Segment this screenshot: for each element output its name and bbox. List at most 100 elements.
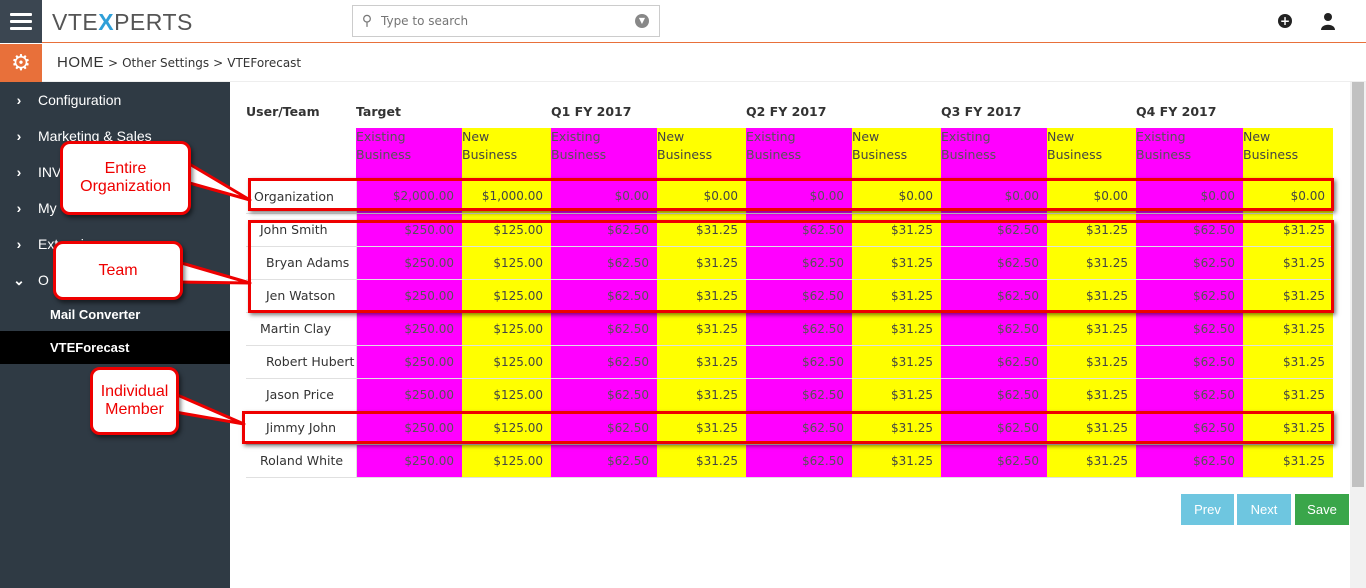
cell-new-business[interactable]: $31.25 [1243,444,1333,478]
cell-new-business[interactable]: $31.25 [1047,444,1136,478]
sidebar-subitem-vteforecast[interactable]: VTEForecast [0,331,230,364]
sidebar-item-marketing-sales[interactable]: › Marketing & Sales [0,118,230,154]
cell-existing-business[interactable]: $250.00 [356,345,462,379]
cell-existing-business[interactable]: $62.50 [941,411,1047,445]
cell-existing-business[interactable]: $0.00 [941,180,1047,214]
cell-new-business[interactable]: $0.00 [657,180,746,214]
cell-new-business[interactable]: $31.25 [852,213,941,247]
cell-existing-business[interactable]: $62.50 [746,444,852,478]
cell-new-business[interactable]: $0.00 [1047,180,1136,214]
cell-existing-business[interactable]: $0.00 [1136,180,1243,214]
cell-new-business[interactable]: $31.25 [657,213,746,247]
cell-existing-business[interactable]: $62.50 [551,345,657,379]
cell-new-business[interactable]: $31.25 [852,411,941,445]
plus-icon[interactable]: + [1278,14,1292,28]
cell-new-business[interactable]: $1,000.00 [462,180,551,214]
cell-existing-business[interactable]: $62.50 [746,279,852,313]
cell-existing-business[interactable]: $62.50 [746,378,852,412]
cell-new-business[interactable]: $31.25 [1243,312,1333,346]
cell-existing-business[interactable]: $62.50 [1136,213,1243,247]
cell-existing-business[interactable]: $250.00 [356,312,462,346]
cell-new-business[interactable]: $31.25 [1243,345,1333,379]
cell-new-business[interactable]: $31.25 [852,378,941,412]
cell-new-business[interactable]: $31.25 [1047,279,1136,313]
cell-existing-business[interactable]: $62.50 [941,246,1047,280]
cell-existing-business[interactable]: $62.50 [1136,312,1243,346]
cell-existing-business[interactable]: $62.50 [746,345,852,379]
cell-new-business[interactable]: $31.25 [1047,213,1136,247]
cell-new-business[interactable]: $31.25 [657,444,746,478]
cell-existing-business[interactable]: $62.50 [746,213,852,247]
cell-new-business[interactable]: $125.00 [462,213,551,247]
cell-existing-business[interactable]: $62.50 [1136,411,1243,445]
cell-new-business[interactable]: $31.25 [1243,378,1333,412]
cell-existing-business[interactable]: $62.50 [1136,444,1243,478]
cell-new-business[interactable]: $31.25 [1243,279,1333,313]
cell-existing-business[interactable]: $62.50 [551,279,657,313]
cell-new-business[interactable]: $125.00 [462,312,551,346]
cell-new-business[interactable]: $125.00 [462,345,551,379]
gear-icon[interactable]: ⚙ [0,44,42,82]
cell-existing-business[interactable]: $250.00 [356,279,462,313]
cell-new-business[interactable]: $125.00 [462,279,551,313]
cell-existing-business[interactable]: $62.50 [941,312,1047,346]
cell-new-business[interactable]: $31.25 [1047,345,1136,379]
cell-new-business[interactable]: $31.25 [657,246,746,280]
cell-existing-business[interactable]: $250.00 [356,444,462,478]
cell-existing-business[interactable]: $62.50 [1136,246,1243,280]
cell-new-business[interactable]: $31.25 [657,345,746,379]
next-button[interactable]: Next [1237,494,1291,525]
cell-existing-business[interactable]: $62.50 [551,246,657,280]
sidebar-subitem-mail-converter[interactable]: Mail Converter [50,307,141,322]
cell-new-business[interactable]: $31.25 [1047,312,1136,346]
cell-existing-business[interactable]: $2,000.00 [356,180,462,214]
cell-new-business[interactable]: $31.25 [1047,378,1136,412]
cell-new-business[interactable]: $31.25 [657,312,746,346]
cell-new-business[interactable]: $31.25 [1243,411,1333,445]
cell-new-business[interactable]: $0.00 [1243,180,1333,214]
cell-existing-business[interactable]: $62.50 [551,444,657,478]
sidebar-item-other-settings[interactable]: ⌄ O [0,262,230,298]
cell-existing-business[interactable]: $250.00 [356,411,462,445]
cell-new-business[interactable]: $31.25 [657,411,746,445]
cell-existing-business[interactable]: $62.50 [941,444,1047,478]
cell-existing-business[interactable]: $62.50 [941,345,1047,379]
cell-new-business[interactable]: $31.25 [1047,411,1136,445]
cell-new-business[interactable]: $31.25 [657,279,746,313]
search-input[interactable] [381,14,635,28]
cell-existing-business[interactable]: $62.50 [746,411,852,445]
search-box[interactable]: ⚲ ▼ [352,5,660,37]
cell-new-business[interactable]: $125.00 [462,444,551,478]
logo[interactable]: VTEXPERTS [52,9,193,35]
cell-existing-business[interactable]: $62.50 [551,378,657,412]
cell-existing-business[interactable]: $62.50 [551,213,657,247]
cell-new-business[interactable]: $31.25 [852,444,941,478]
scrollbar-thumb[interactable] [1352,82,1364,487]
cell-existing-business[interactable]: $62.50 [551,312,657,346]
cell-existing-business[interactable]: $62.50 [1136,378,1243,412]
cell-new-business[interactable]: $31.25 [1243,213,1333,247]
cell-new-business[interactable]: $125.00 [462,246,551,280]
save-button[interactable]: Save [1295,494,1349,525]
cell-new-business[interactable]: $31.25 [852,312,941,346]
user-icon[interactable] [1320,12,1336,30]
cell-new-business[interactable]: $31.25 [852,279,941,313]
chevron-down-icon[interactable]: ▼ [635,14,649,28]
breadcrumb-other-settings[interactable]: Other Settings [122,56,210,70]
prev-button[interactable]: Prev [1181,494,1234,525]
scrollbar[interactable] [1350,82,1366,588]
cell-existing-business[interactable]: $62.50 [1136,345,1243,379]
cell-new-business[interactable]: $31.25 [852,345,941,379]
cell-new-business[interactable]: $31.25 [852,246,941,280]
cell-new-business[interactable]: $125.00 [462,378,551,412]
cell-existing-business[interactable]: $250.00 [356,246,462,280]
breadcrumb-home[interactable]: HOME [57,54,104,71]
cell-existing-business[interactable]: $0.00 [746,180,852,214]
cell-new-business[interactable]: $125.00 [462,411,551,445]
cell-new-business[interactable]: $31.25 [1047,246,1136,280]
cell-existing-business[interactable]: $250.00 [356,213,462,247]
sidebar-item-configuration[interactable]: › Configuration [0,82,230,118]
cell-existing-business[interactable]: $62.50 [551,411,657,445]
cell-existing-business[interactable]: $62.50 [746,312,852,346]
cell-existing-business[interactable]: $62.50 [941,213,1047,247]
